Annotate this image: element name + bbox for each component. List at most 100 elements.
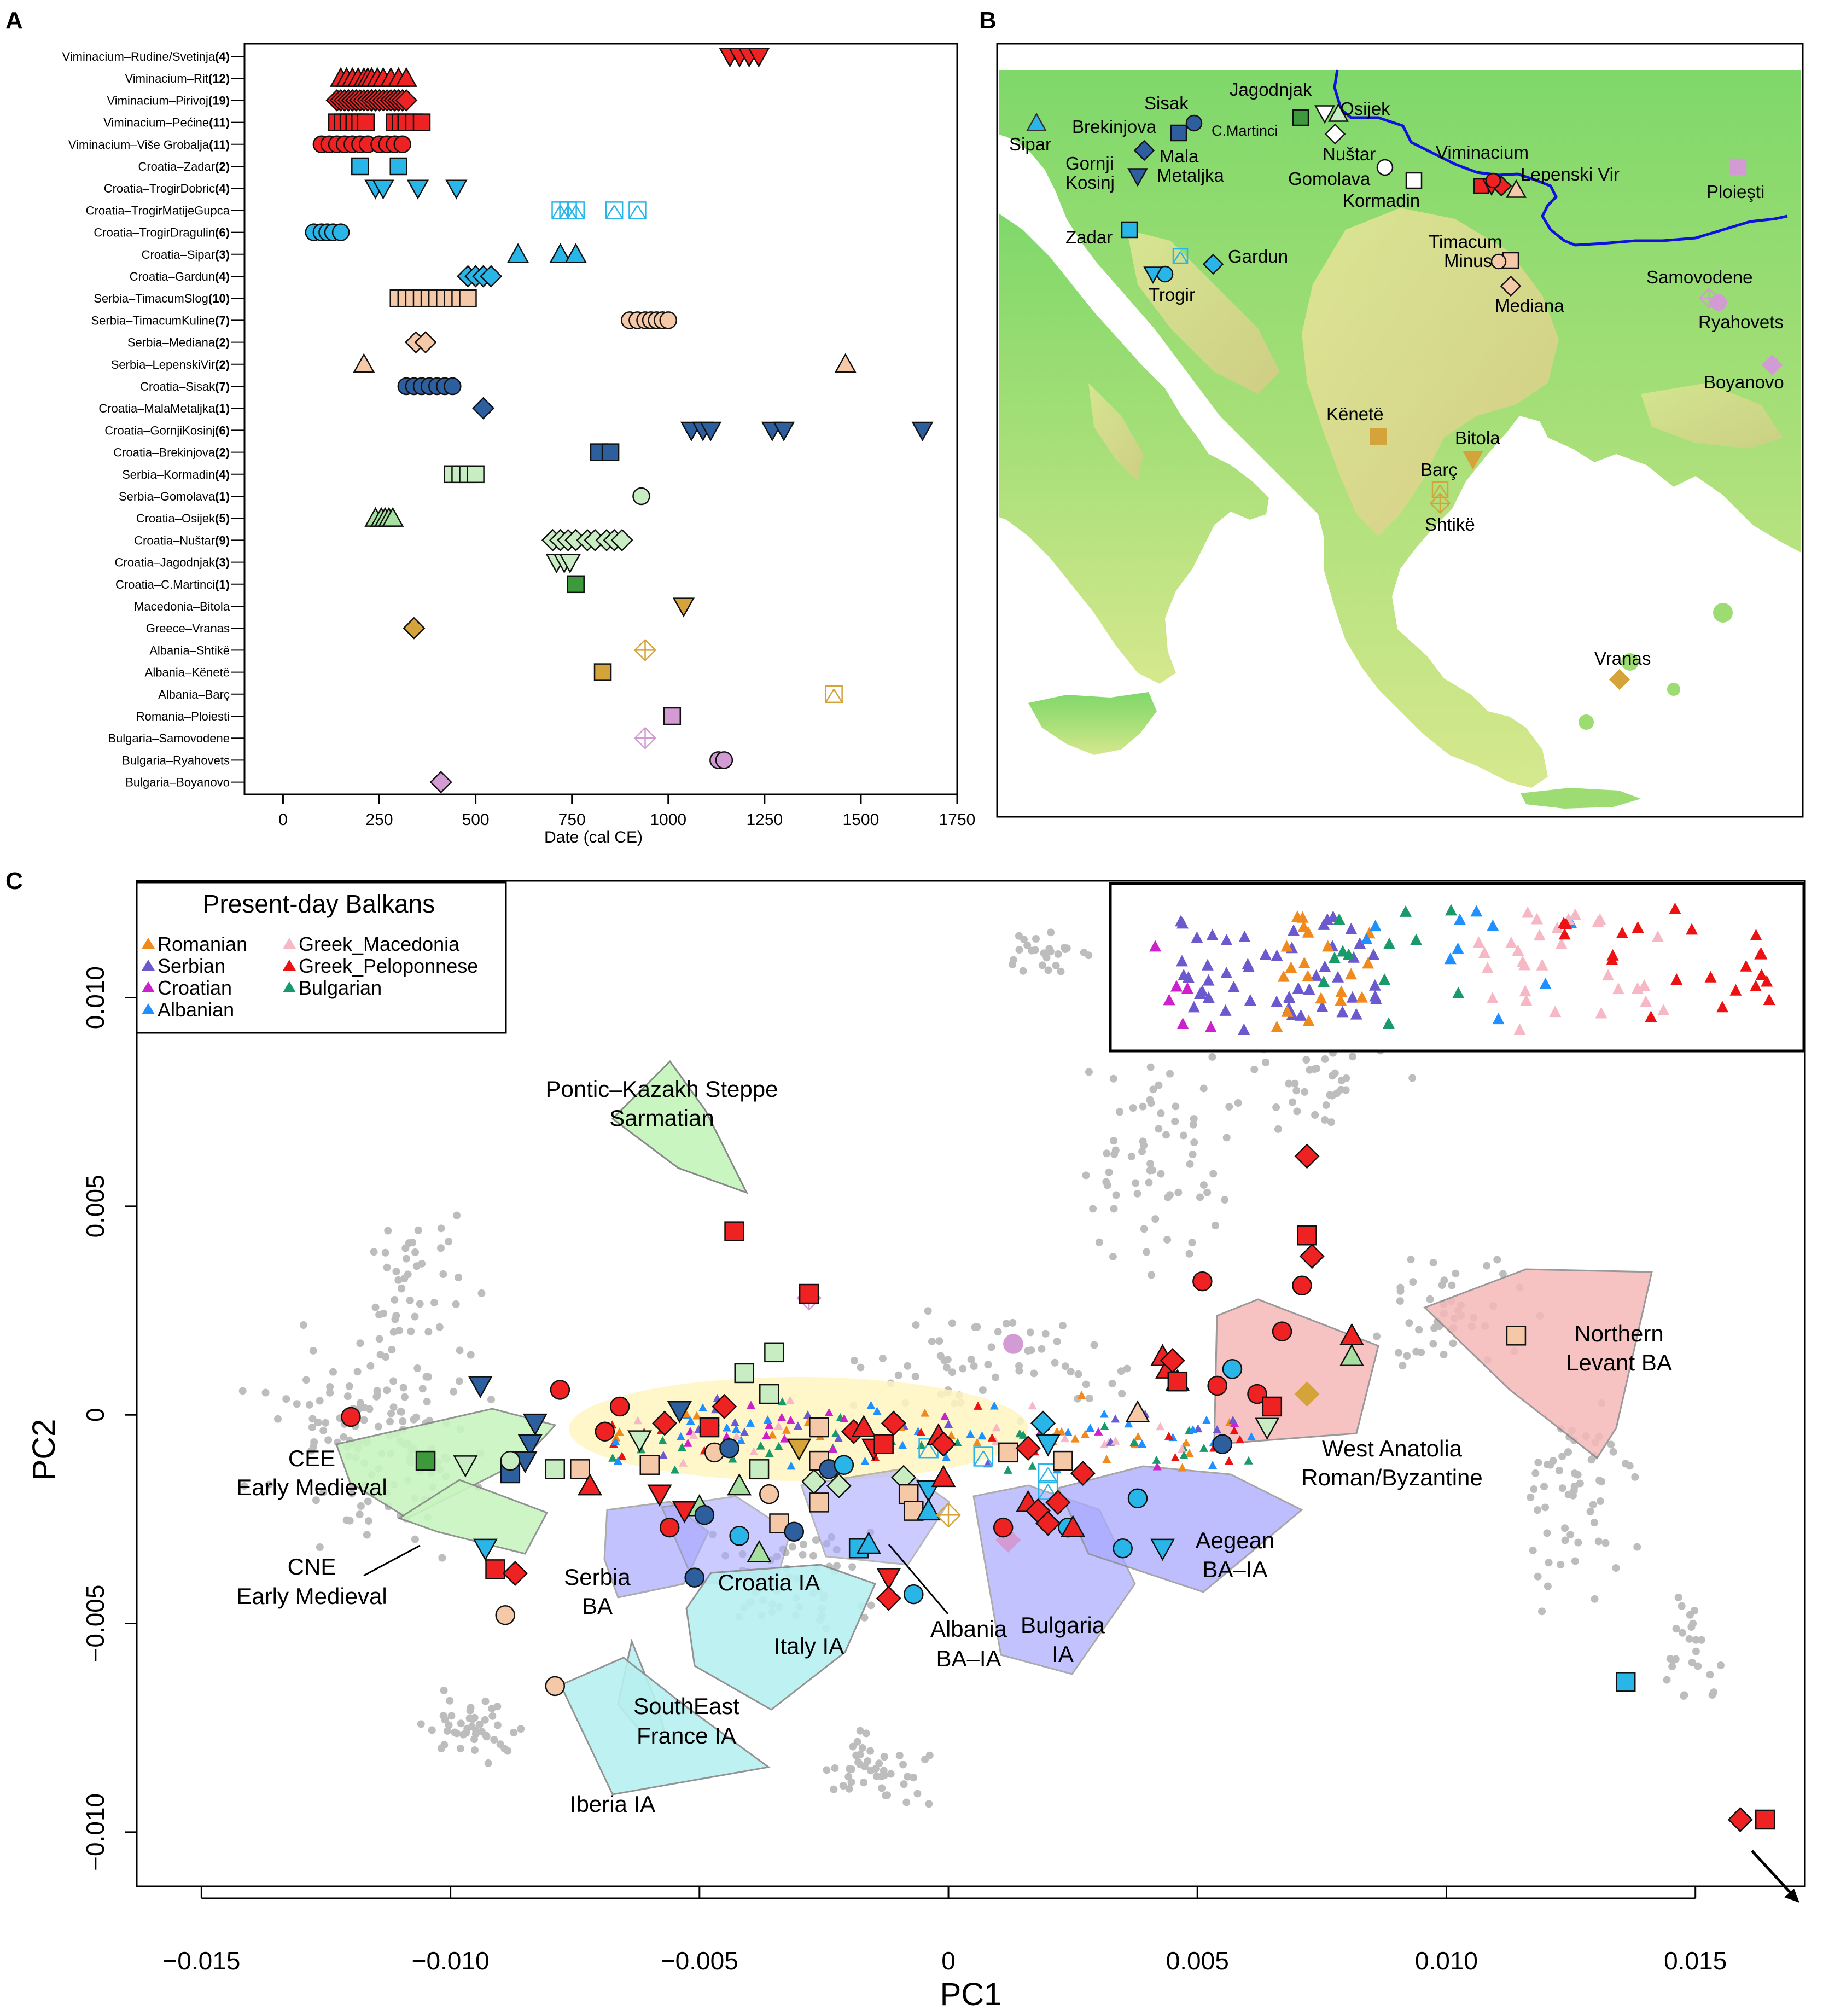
ancient-sample (930, 1431, 956, 1457)
date-marker (406, 179, 429, 200)
map-marker-15 (1202, 253, 1224, 275)
present-day-point (740, 1427, 749, 1436)
date-marker (357, 113, 375, 131)
reference-point (418, 1385, 427, 1393)
map-marker-21 (1761, 354, 1783, 376)
ancient-sample (341, 1407, 361, 1427)
map-marker-7 (1133, 140, 1155, 161)
legend-swatch (283, 960, 296, 971)
present-day-point (778, 1397, 787, 1406)
reference-point (1543, 1529, 1551, 1537)
inset-point (1555, 937, 1568, 949)
reference-point (1146, 1160, 1155, 1168)
site-label: Croatia–Jagodnjak(3) (115, 556, 230, 570)
map-label-timacum: Timacum (1429, 231, 1502, 252)
inset-point (1606, 949, 1619, 961)
reference-point (440, 1741, 449, 1749)
reference-point (1166, 1070, 1174, 1078)
reference-point (1038, 1345, 1046, 1353)
map-label-viminacium: Viminacium (1436, 142, 1529, 162)
label-croatia-ia: Croatia IA (718, 1570, 820, 1595)
inset-point (1271, 1020, 1283, 1032)
map-marker-26 (1609, 669, 1630, 690)
reference-point (1555, 1466, 1563, 1474)
map-marker-10 (1405, 172, 1423, 189)
map-label-samovodene: Samovodene (1646, 267, 1752, 287)
reference-point (1061, 1362, 1069, 1370)
inset-point (1335, 985, 1348, 997)
present-day-point (940, 1411, 950, 1420)
reference-point (1631, 1473, 1639, 1481)
reference-point (1082, 1171, 1090, 1180)
reference-point (1663, 1676, 1671, 1684)
reference-point (446, 1697, 454, 1705)
reference-point (400, 1275, 409, 1283)
reference-point (1047, 928, 1055, 937)
reference-point (1179, 1131, 1187, 1140)
x-tick-label: 500 (462, 811, 490, 829)
map-label-shtike: Shtikë (1425, 514, 1475, 534)
inset-point (1362, 957, 1374, 969)
present-day-point (941, 1453, 951, 1461)
reference-point (1449, 1339, 1457, 1347)
reference-point (1190, 1115, 1198, 1123)
reference-point (1545, 1559, 1553, 1567)
inset-point (1520, 994, 1533, 1006)
reference-point (1009, 960, 1017, 968)
reference-point (904, 1773, 912, 1781)
reference-point (1089, 1205, 1097, 1213)
map-label-gomolava: Gomolava (1288, 169, 1371, 189)
date-marker (389, 157, 407, 176)
hull-northern-levant-ba (1423, 1268, 1653, 1460)
reference-point (1189, 1151, 1197, 1159)
date-marker (506, 243, 529, 263)
inset-point (1612, 983, 1624, 995)
ancient-sample (1192, 1271, 1213, 1292)
reference-point (925, 1751, 934, 1759)
ancient-sample (1615, 1672, 1636, 1692)
map-label-metaljka: Metaljka (1157, 165, 1225, 185)
reference-point (858, 1744, 866, 1752)
reference-point (1430, 1324, 1438, 1332)
ancient-sample (747, 1539, 772, 1562)
ancient-sample (916, 1498, 941, 1521)
reference-point (392, 1311, 400, 1320)
land-sicily (1028, 692, 1157, 755)
reference-point (1067, 1368, 1075, 1376)
reference-point (899, 1761, 907, 1769)
date-marker (549, 243, 572, 263)
reference-point (852, 1751, 860, 1759)
reference-point (1026, 1328, 1034, 1337)
reference-point (864, 1757, 872, 1765)
inset-d-frame (1109, 882, 1805, 1053)
label-bulgaria-1: Bulgaria (1021, 1612, 1105, 1638)
date-marker (445, 179, 468, 200)
reference-point (411, 1312, 419, 1321)
reference-point (443, 1727, 451, 1735)
reference-point (299, 1321, 307, 1329)
inset-point (1277, 970, 1290, 982)
map-label-kormadin: Kormadin (1343, 190, 1420, 211)
date-marker (564, 243, 587, 263)
reference-point (1452, 1269, 1460, 1277)
reference-point (324, 1436, 333, 1444)
reference-point (1337, 1076, 1346, 1084)
reference-point (1321, 1116, 1329, 1124)
reference-point (389, 1328, 398, 1336)
reference-point (1301, 1088, 1309, 1096)
present-day-point (831, 1428, 840, 1437)
reference-point (440, 1686, 448, 1694)
reference-point (423, 1398, 431, 1406)
reference-point (943, 1356, 952, 1364)
reference-point (904, 1362, 912, 1370)
reference-point (856, 1761, 864, 1769)
inset-point (1472, 936, 1485, 948)
map-marker-extra (1143, 266, 1163, 284)
present-day-point (916, 1427, 925, 1436)
present-day-point (1129, 1438, 1139, 1446)
inset-point (1594, 913, 1606, 925)
ancient-sample (826, 1473, 852, 1498)
inset-point (1345, 922, 1358, 934)
present-day-point (618, 1451, 627, 1460)
reference-point (1594, 1537, 1603, 1546)
